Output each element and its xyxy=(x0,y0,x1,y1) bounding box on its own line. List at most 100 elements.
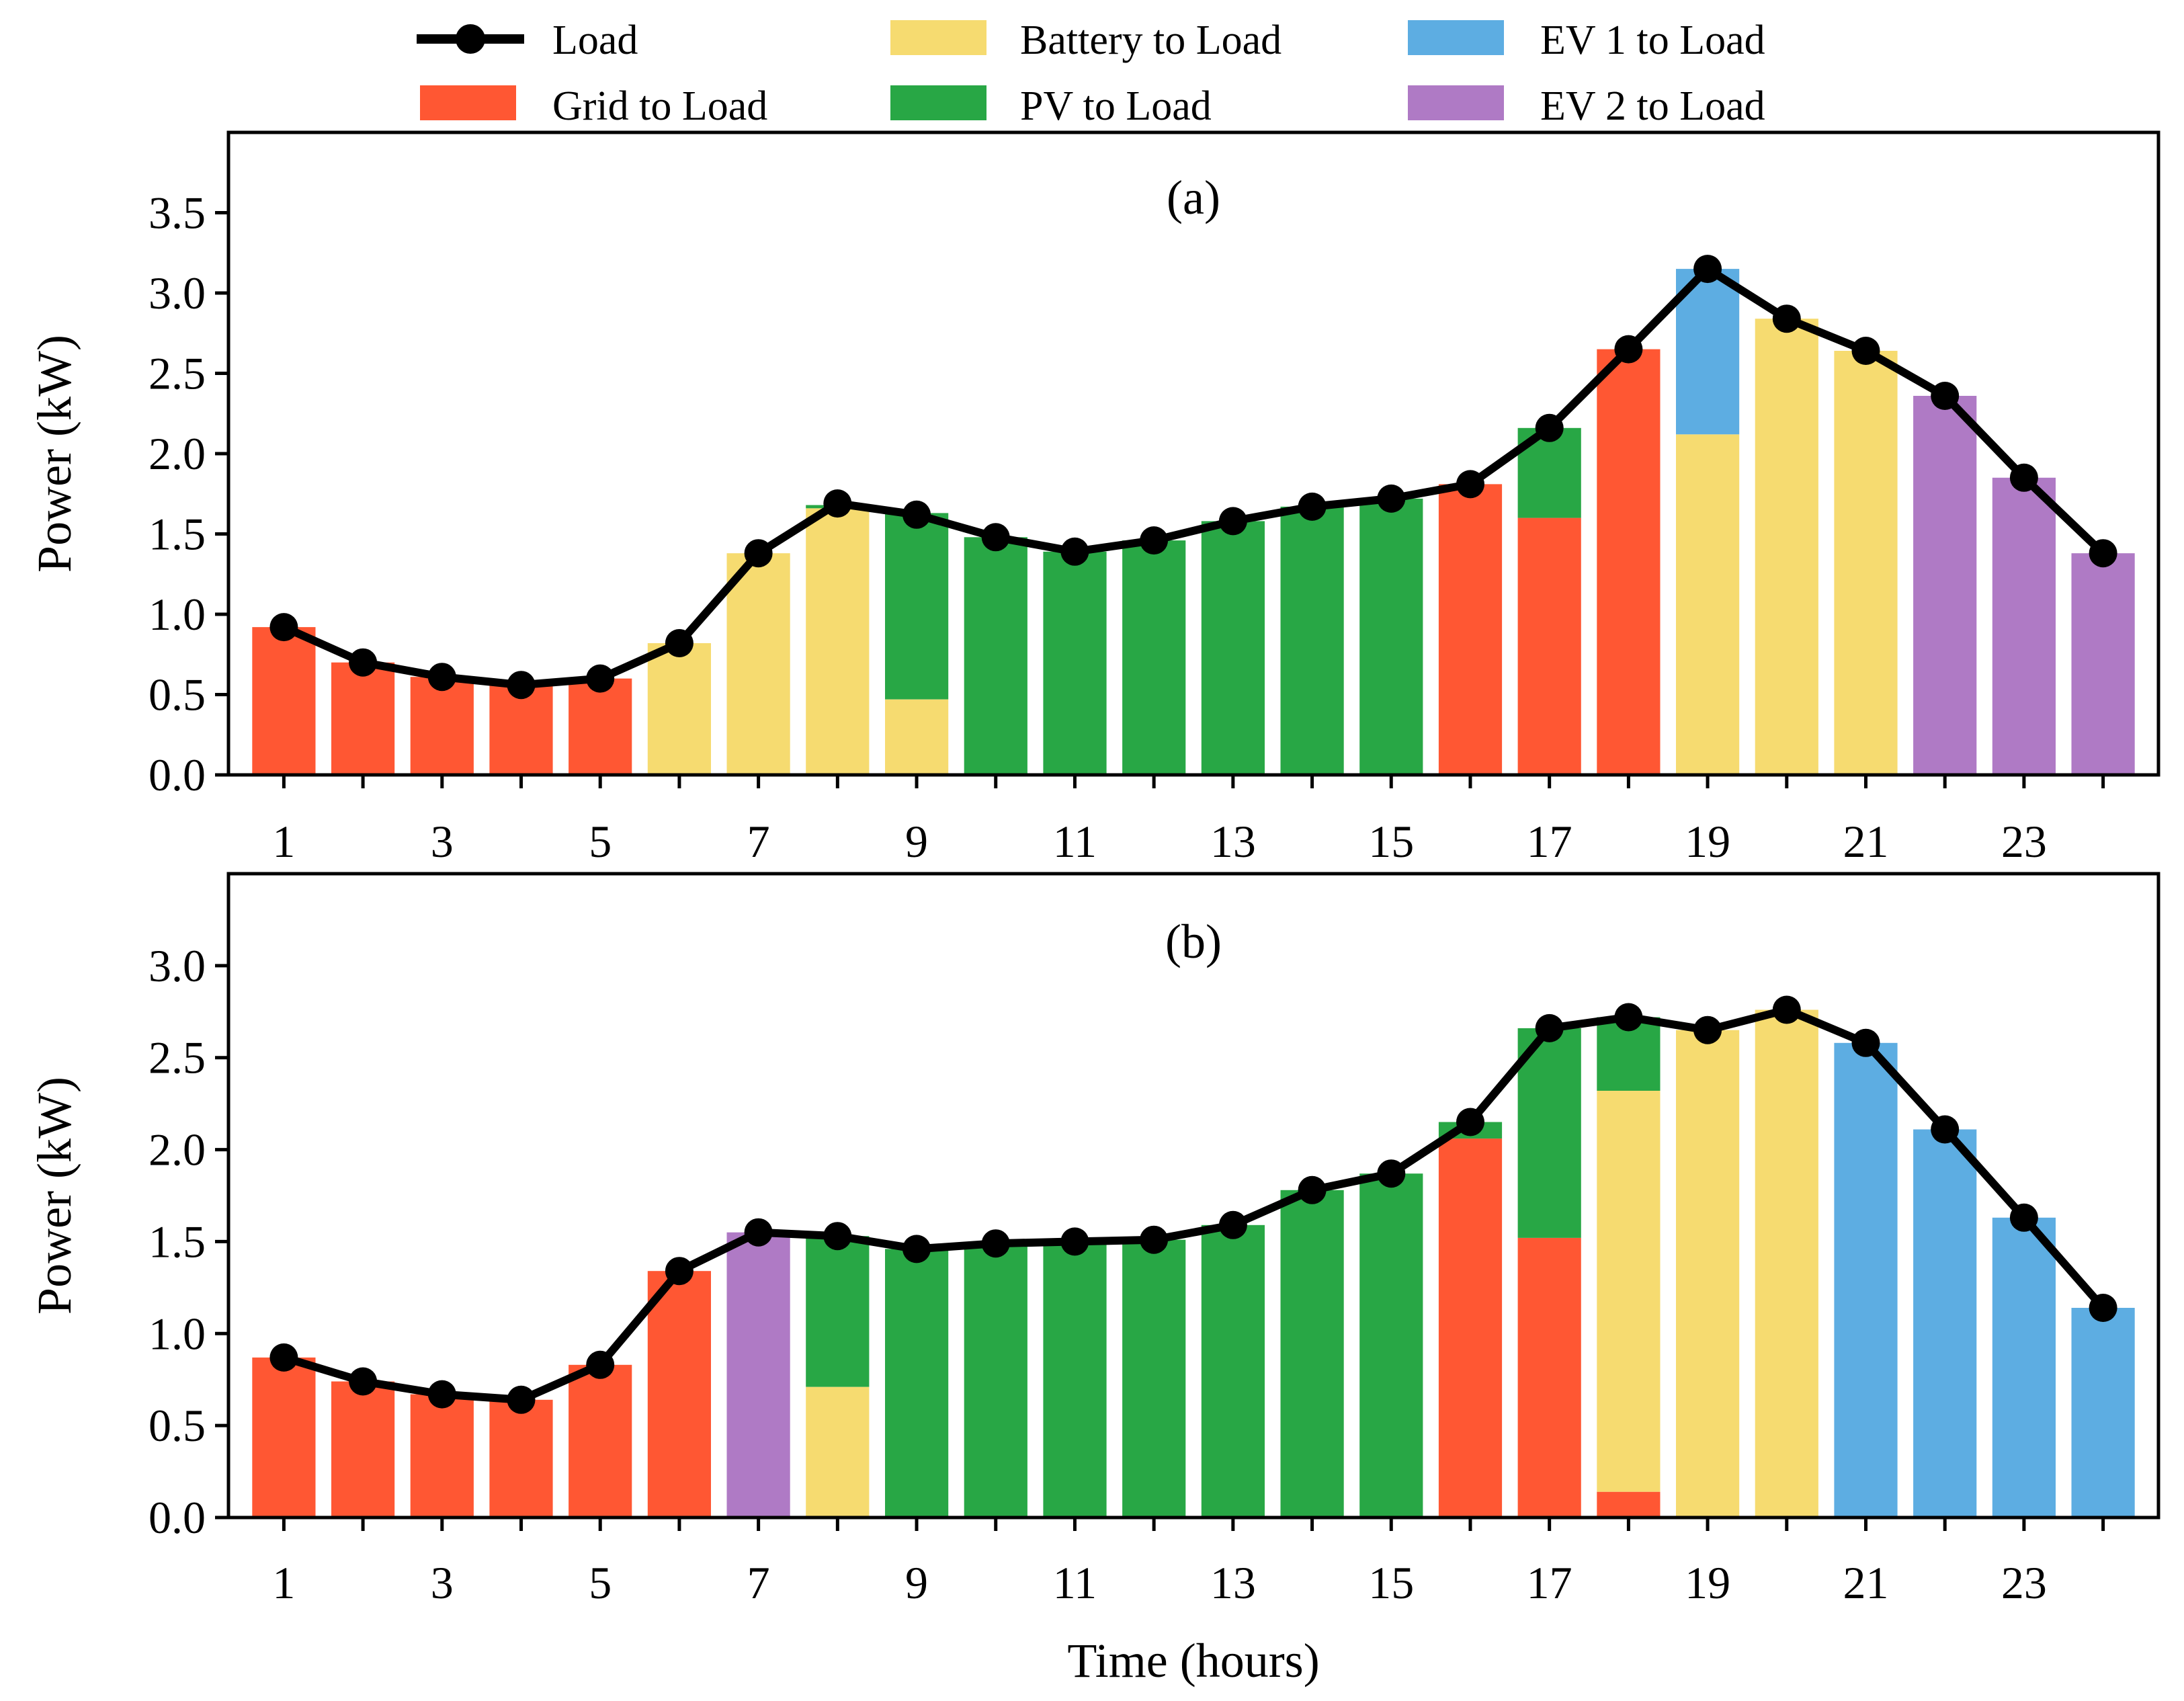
bar-a-pv-15 xyxy=(1359,498,1423,775)
bar-b-pv-9 xyxy=(885,1249,949,1518)
legend-swatch-ev1 xyxy=(1408,20,1504,55)
bar-b-pv-11 xyxy=(1043,1241,1107,1518)
bar-a-grid-4 xyxy=(489,685,553,775)
load-point-b-5 xyxy=(586,1350,615,1379)
load-point-b-4 xyxy=(507,1385,536,1414)
load-point-a-1 xyxy=(269,613,298,642)
x-tick-label-a-19: 19 xyxy=(1685,816,1730,867)
legend-label-load: Load xyxy=(552,17,638,63)
load-point-a-11 xyxy=(1060,537,1089,566)
bar-b-pv-13 xyxy=(1201,1225,1265,1518)
y-tick-label-a-1: 0.5 xyxy=(149,669,206,720)
load-point-b-3 xyxy=(427,1380,456,1409)
x-tick-label-b-21: 21 xyxy=(1843,1557,1888,1608)
x-tick-label-a-1: 1 xyxy=(272,816,295,867)
load-point-a-24 xyxy=(2089,539,2117,568)
bar-b-grid-3 xyxy=(410,1394,474,1518)
load-point-b-15 xyxy=(1377,1159,1406,1188)
y-tick-label-b-6: 3.0 xyxy=(149,940,206,991)
load-point-a-3 xyxy=(427,663,456,692)
legend-entry-pv: PV to Load xyxy=(890,83,1212,129)
legend-swatch-ev2 xyxy=(1408,85,1504,120)
load-point-a-4 xyxy=(507,671,536,700)
load-point-b-6 xyxy=(665,1257,694,1286)
bar-b-battery-18 xyxy=(1597,1091,1661,1492)
bar-b-ev1-23 xyxy=(1992,1217,2056,1518)
bar-b-grid-18 xyxy=(1597,1491,1661,1518)
load-point-b-17 xyxy=(1535,1013,1564,1042)
x-tick-label-a-23: 23 xyxy=(2001,816,2047,867)
load-point-b-16 xyxy=(1456,1108,1484,1136)
bar-a-battery-20 xyxy=(1755,319,1818,775)
x-tick-label-b-13: 13 xyxy=(1210,1557,1256,1608)
y-tick-label-a-7: 3.5 xyxy=(149,188,206,239)
x-tick-label-b-3: 3 xyxy=(431,1557,454,1608)
plot-frame-b xyxy=(226,872,2160,1520)
x-tick-label-b-17: 17 xyxy=(1527,1557,1572,1608)
x-tick-label-b-9: 9 xyxy=(905,1557,928,1608)
bar-b-ev1-24 xyxy=(2071,1308,2135,1518)
legend-label-battery: Battery to Load xyxy=(1020,17,1282,63)
y-tick-label-b-1: 0.5 xyxy=(149,1400,206,1451)
bar-b-grid-1 xyxy=(252,1357,316,1518)
x-tick-label-a-5: 5 xyxy=(589,816,612,867)
bar-b-pv-12 xyxy=(1122,1239,1186,1518)
load-point-b-14 xyxy=(1298,1175,1327,1204)
bar-a-pv-14 xyxy=(1280,506,1344,775)
legend-entry-battery: Battery to Load xyxy=(890,17,1282,63)
bar-b-battery-20 xyxy=(1755,1009,1818,1518)
bar-a-grid-2 xyxy=(331,662,395,775)
y-tick-label-a-2: 1.0 xyxy=(149,589,206,640)
load-point-b-21 xyxy=(1851,1028,1880,1057)
bar-a-pv-9 xyxy=(885,513,949,700)
load-point-a-13 xyxy=(1218,507,1247,536)
bar-b-battery-8 xyxy=(806,1386,870,1518)
load-point-a-18 xyxy=(1614,335,1643,364)
x-tick-label-a-21: 21 xyxy=(1843,816,1888,867)
bar-a-grid-3 xyxy=(410,677,474,775)
bar-b-grid-5 xyxy=(569,1364,632,1518)
legend-label-pv: PV to Load xyxy=(1020,83,1212,129)
x-tick-label-a-13: 13 xyxy=(1210,816,1256,867)
panel-a: 0.00.51.01.52.02.53.03.51 3 5 7 9 11 13 15 17 19 2… xyxy=(28,130,2160,867)
legend-entry-ev1: EV 1 to Load xyxy=(1408,17,1765,63)
bar-b-ev2-7 xyxy=(726,1232,790,1518)
load-point-a-15 xyxy=(1377,484,1406,513)
bar-a-battery-6 xyxy=(647,643,711,775)
load-point-a-9 xyxy=(902,500,931,529)
bar-a-pv-13 xyxy=(1201,521,1265,775)
load-point-b-9 xyxy=(902,1235,931,1263)
load-point-a-21 xyxy=(1851,337,1880,365)
bar-a-grid-18 xyxy=(1597,349,1661,775)
y-tick-label-b-2: 1.0 xyxy=(149,1308,206,1359)
y-tick-label-a-3: 1.5 xyxy=(149,509,206,560)
load-point-a-8 xyxy=(823,489,852,518)
y-tick-label-b-4: 2.0 xyxy=(149,1124,206,1175)
load-point-b-18 xyxy=(1614,1003,1643,1032)
load-point-a-5 xyxy=(586,664,615,693)
x-tick-label-a-11: 11 xyxy=(1053,816,1097,867)
x-tick-label-a-17: 17 xyxy=(1527,816,1572,867)
legend-swatch-battery xyxy=(890,20,986,55)
bar-b-pv-8 xyxy=(806,1236,870,1387)
load-point-b-12 xyxy=(1140,1225,1169,1254)
y-tick-label-b-3: 1.5 xyxy=(149,1216,206,1267)
legend-entry-load: Load xyxy=(417,17,638,63)
x-tick-label-b-7: 7 xyxy=(747,1557,770,1608)
y-axis-label-a: Power (kW) xyxy=(28,335,81,573)
bar-b-pv-10 xyxy=(964,1243,1027,1518)
bar-a-pv-12 xyxy=(1122,540,1186,775)
legend-entry-ev2: EV 2 to Load xyxy=(1408,83,1765,129)
y-tick-label-a-0: 0.0 xyxy=(149,749,206,800)
x-tick-label-b-15: 15 xyxy=(1368,1557,1414,1608)
legend-entry-grid: Grid to Load xyxy=(420,83,767,129)
x-tick-label-a-15: 15 xyxy=(1368,816,1414,867)
load-point-b-2 xyxy=(349,1367,378,1396)
load-point-a-22 xyxy=(1931,382,1960,410)
load-point-a-17 xyxy=(1535,413,1564,442)
load-point-b-7 xyxy=(744,1218,773,1247)
load-point-b-20 xyxy=(1772,995,1801,1024)
panel-label-b: (b) xyxy=(1165,915,1222,968)
load-point-b-10 xyxy=(981,1229,1010,1258)
